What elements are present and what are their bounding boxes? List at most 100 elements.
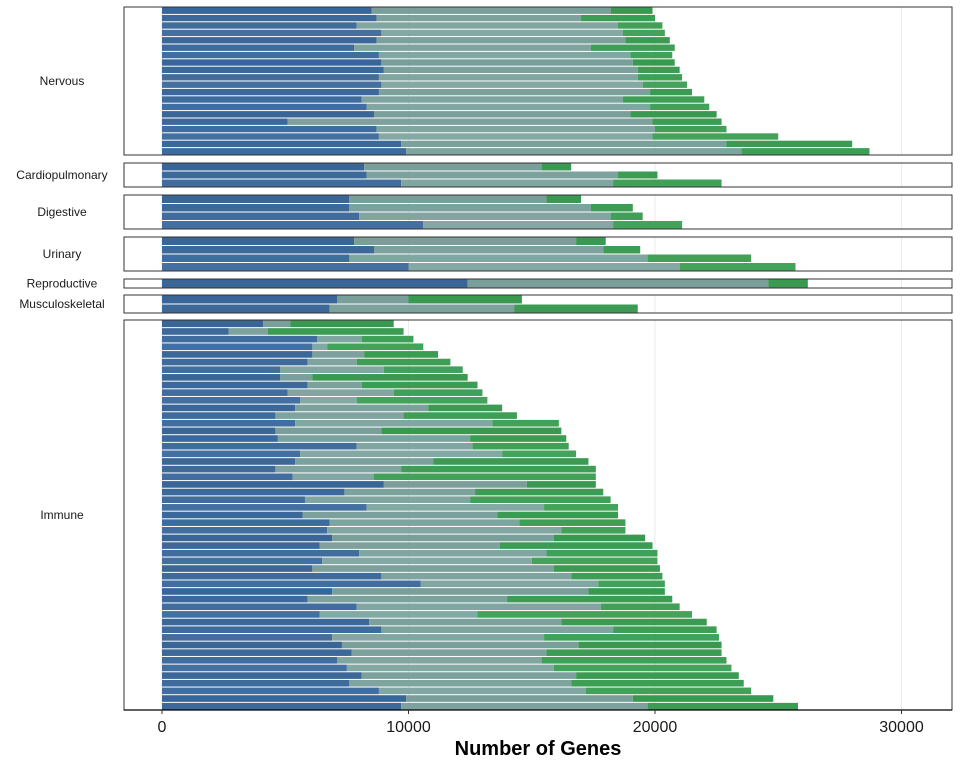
- bar-segment-first: [162, 603, 357, 611]
- bar-segment-third: [576, 672, 739, 679]
- bar-segment-third: [581, 14, 655, 22]
- bar-segment-first: [162, 412, 276, 419]
- bar-segment-first: [162, 195, 350, 203]
- bar-segment-second: [376, 14, 582, 22]
- bar-segment-second: [349, 254, 648, 262]
- bar-segment-first: [162, 473, 293, 481]
- bar-segment-third: [618, 22, 663, 29]
- bar-segment-third: [519, 519, 626, 526]
- bar-segment-second: [378, 133, 653, 140]
- bar-segment-second: [307, 595, 508, 603]
- bar-segment-third: [590, 204, 633, 212]
- bar-segment-second: [349, 204, 591, 212]
- bar-segment-first: [162, 246, 374, 254]
- bar-segment-third: [637, 74, 683, 81]
- bar-segment-third: [403, 412, 517, 419]
- bar-segment-second: [341, 641, 579, 649]
- bar-segment-second: [356, 442, 473, 450]
- bar-segment-first: [162, 22, 357, 29]
- bar-segment-third: [541, 656, 727, 664]
- bar-segment-third: [544, 634, 720, 641]
- bar-segment-third: [603, 246, 641, 254]
- bar-segment-second: [401, 140, 727, 148]
- bar-segment-first: [162, 212, 360, 220]
- bar-segment-third: [477, 611, 692, 618]
- bar-segment-third: [507, 595, 673, 603]
- bar-segment-third: [546, 649, 722, 656]
- bar-segment-second: [378, 51, 631, 59]
- bar-segment-second: [366, 103, 651, 111]
- bar-segment-third: [470, 496, 611, 504]
- bar-segment-first: [162, 279, 468, 288]
- bar-segment-third: [526, 481, 596, 488]
- bar-segment-first: [162, 163, 365, 171]
- bar-segment-first: [162, 103, 367, 111]
- bar-segment-first: [162, 626, 382, 634]
- bar-segment-second: [317, 335, 362, 343]
- bar-segment-third: [470, 435, 567, 442]
- bar-segment-first: [162, 465, 276, 473]
- bar-segment-first: [162, 656, 338, 664]
- bar-segment-second: [383, 481, 527, 488]
- bar-segment-second: [280, 366, 384, 374]
- bar-segment-first: [162, 572, 382, 580]
- panel-frame: [123, 6, 953, 156]
- bar-segment-second: [275, 465, 402, 473]
- bar-segment-first: [162, 396, 301, 404]
- bar-segment-third: [632, 59, 675, 66]
- bar-segment-third: [647, 254, 752, 262]
- x-tick-label: 30000: [879, 719, 924, 736]
- bar-segment-first: [162, 179, 402, 187]
- panel-frame: [123, 278, 953, 289]
- bar-segment-first: [162, 404, 296, 412]
- bar-segment-first: [162, 140, 402, 148]
- bar-segment-third: [610, 7, 653, 14]
- bar-segment-third: [544, 504, 619, 511]
- panel-frame: [123, 194, 953, 230]
- bar-segment-second: [319, 611, 478, 618]
- bar-segment-third: [502, 450, 577, 458]
- bar-segment-third: [571, 679, 744, 687]
- bar-segment-third: [679, 263, 796, 271]
- bar-segment-third: [472, 442, 569, 450]
- bar-segment-first: [162, 702, 402, 710]
- bar-segment-second: [295, 458, 434, 465]
- bar-segment-second: [329, 519, 520, 526]
- panel-frame: [123, 162, 953, 188]
- bar-segment-second: [307, 381, 362, 389]
- x-tick-label: 0: [158, 719, 167, 736]
- bar-segment-second: [381, 572, 572, 580]
- bar-segment-third: [576, 237, 606, 245]
- bar-segment-first: [162, 687, 379, 695]
- bar-segment-third: [290, 320, 394, 328]
- bar-segment-third: [361, 335, 414, 343]
- bar-segment-first: [162, 7, 372, 14]
- bar-segment-second: [366, 171, 619, 179]
- bar-segment-second: [287, 389, 394, 396]
- bar-segment-first: [162, 237, 355, 245]
- bar-segment-second: [228, 328, 268, 335]
- bar-segment-third: [642, 81, 688, 88]
- bar-segment-third: [650, 103, 710, 111]
- bar-segment-second: [467, 279, 769, 288]
- bar-segment-third: [312, 374, 468, 381]
- bar-segment-third: [433, 458, 589, 465]
- bar-segment-third: [364, 351, 439, 358]
- bar-segment-third: [492, 419, 559, 427]
- bar-segment-first: [162, 679, 350, 687]
- bar-segment-first: [162, 374, 281, 381]
- bar-segment-second: [307, 358, 357, 366]
- bar-segment-first: [162, 133, 379, 140]
- bar-segment-third: [652, 133, 779, 140]
- bar-segment-second: [401, 179, 614, 187]
- bar-segment-first: [162, 335, 318, 343]
- bar-segment-first: [162, 343, 313, 351]
- bar-segment-first: [162, 295, 338, 304]
- bar-segment-third: [546, 549, 658, 557]
- bar-segment-second: [275, 427, 382, 435]
- bar-segment-second: [346, 664, 554, 672]
- bar-segment-second: [420, 580, 599, 588]
- bar-segment-third: [610, 212, 643, 220]
- bar-segment-third: [383, 366, 463, 374]
- bar-segment-first: [162, 534, 333, 542]
